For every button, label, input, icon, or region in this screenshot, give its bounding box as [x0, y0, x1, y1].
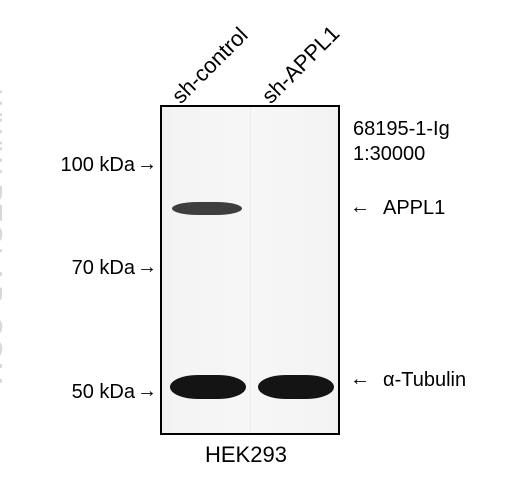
figure-container: WWW.PTGLAB.COM sh-control sh-APPL1 68195… [0, 0, 520, 500]
band-tubulin-lane1 [170, 375, 246, 399]
watermark-text: WWW.PTGLAB.COM [0, 90, 8, 387]
antibody-id: 68195-1-Ig [353, 118, 450, 141]
target1-label: APPL1 [383, 197, 445, 220]
mw-label: 70 kDa [72, 257, 135, 280]
band-appl1-lane1 [172, 202, 242, 215]
mw-arrow: → [137, 380, 157, 403]
blot-membrane [160, 105, 340, 435]
target2-label: α-Tubulin [383, 369, 466, 392]
antibody-dilution: 1:30000 [353, 143, 425, 166]
mw-arrow: → [137, 256, 157, 279]
lane2-label: sh-APPL1 [257, 21, 345, 109]
mw-arrow: → [137, 153, 157, 176]
band-tubulin-lane2 [258, 375, 334, 399]
target1-arrow: ← [350, 196, 370, 219]
target2-arrow: ← [350, 368, 370, 391]
lane1-label: sh-control [167, 22, 254, 109]
mw-label: 50 kDa [72, 381, 135, 404]
cell-line-label: HEK293 [205, 442, 287, 468]
mw-label: 100 kDa [61, 154, 136, 177]
lane-divider [250, 107, 251, 433]
